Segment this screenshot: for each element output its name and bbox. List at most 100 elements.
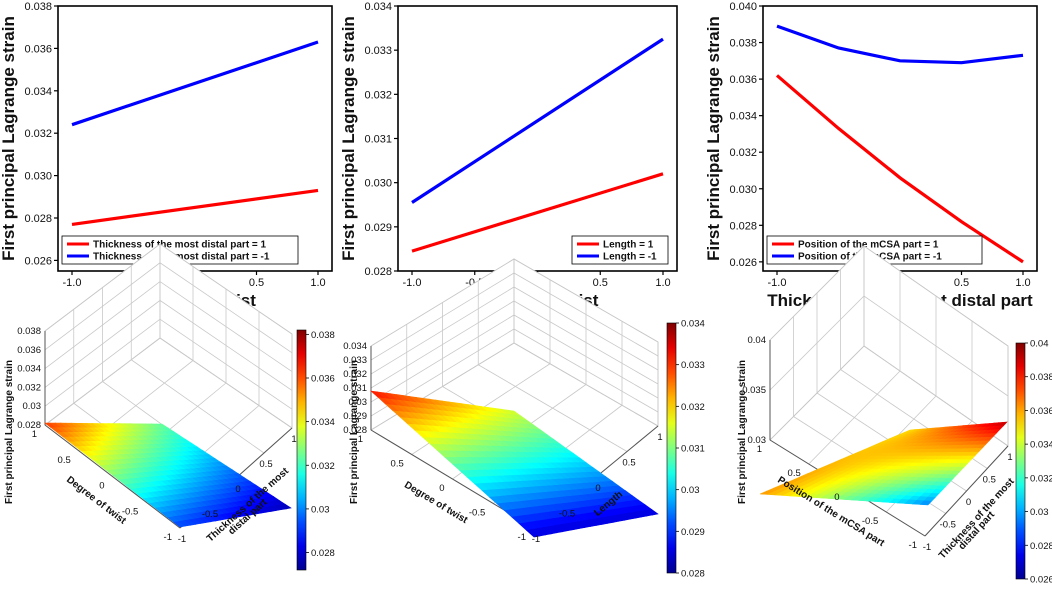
surface [759,421,1008,506]
x-tick-label: -0.5 [862,516,878,527]
y-tick-label: -1 [923,542,931,553]
z-tick-label: 0.029 [343,411,367,422]
floor-grid-line [478,364,628,452]
colorbar-tick-label: 0.032 [681,402,705,413]
surface-cell [525,529,541,538]
y-tick-label: 0.040 [729,1,757,13]
y-tick-label: 0.038 [24,1,52,13]
x-tick-label: -0.5 [122,506,138,517]
z-tick-label: 0.034 [343,341,367,352]
colorbar-tick-label: 0.029 [681,527,705,538]
legend-entry: Thickness of the most distal part = 1 [93,240,267,251]
y-axis-label: First principal Lagrange strain [339,16,358,261]
colorbar: 0.038 0.036 0.034 0.032 0.03 0.028 [296,329,335,571]
colorbar-tick-label: 0.03 [1030,507,1049,518]
y-tick-label: 0.032 [24,128,52,140]
colorbar-tick-label: 0.028 [681,569,705,580]
series-line-2 [71,40,319,127]
y-tick-label: -0.5 [202,509,218,520]
colorbar-tick-label: 0.036 [311,374,335,385]
y-tick-label: -1 [532,534,540,545]
surface-chart-bottom-left: 0.028 0.03 0.032 0.034 0.036 0.038 1 0.5 0 -0.5 -1… [4,243,335,571]
x-tick-label: 1.0 [310,277,325,289]
legend-entry: Thickness of the most distal part = -1 [93,252,270,263]
y-tick-label: 0.5 [622,458,635,469]
floor-grid-line [370,342,515,431]
y-tick-label: 0.030 [364,178,392,190]
z-axis-label: First principal Lagrange strain [349,360,360,504]
z-tick-label: 0.031 [343,383,367,394]
colorbar-tick-label: 0.028 [1030,541,1052,552]
x-tick-label: 1.0 [655,277,670,289]
colorbar-tick-label: 0.034 [1030,440,1052,451]
x-tick-label: 0 [834,492,839,503]
z-tick-label: 0.03 [748,435,767,446]
z-tick-label: 0.032 [343,369,367,380]
y-tick-label: 0 [595,483,600,494]
z-tick-label: 0.038 [17,326,41,337]
series-line-1 [411,172,664,253]
x-tick-label: -0.5 [469,508,485,519]
y-tick-label: 1 [291,434,296,445]
z-tick-label: 0.03 [349,397,368,408]
colorbar-tick-label: 0.026 [1030,575,1052,586]
line-chart-top-right: -1.0-0.50.00.51.00.0260.0280.0300.0320.0… [704,1,1038,310]
colorbar-tick-label: 0.034 [681,319,705,330]
y-tick-label: 0.032 [364,89,392,101]
colorbar-tick-label: 0.034 [311,417,335,428]
colorbar-tick-label: 0.033 [681,360,705,371]
floor-grid-line [808,370,901,465]
y-tick-label: 0.032 [729,147,757,159]
y-tick-label: 0.028 [24,213,52,225]
y-tick-label: 0.036 [729,74,757,86]
plot-frame [57,5,333,272]
series-line-2 [776,24,1024,65]
colorbar-gradient [666,322,677,574]
x-tick-label: 1 [358,434,363,445]
colorbar-tick-label: 0.032 [311,461,335,472]
x-tick-label: 0 [99,481,104,492]
surface [44,422,292,528]
colorbar-tick-label: 0.028 [311,548,335,559]
series-line-2 [411,37,664,204]
surface-cell [919,500,933,506]
y-tick-label: 0.034 [24,86,52,98]
y-tick-label: 0.026 [729,257,757,269]
colorbar-tick-label: 0.03 [311,504,330,515]
legend-entry: Length = 1 [603,240,654,251]
colorbar-tick-label: 0.031 [681,444,705,455]
z-tick-label: 0.028 [17,420,41,431]
y-tick-label: -1 [178,534,186,545]
x-axis-label: Degree of twist [64,474,128,527]
colorbar-tick-label: 0.036 [1030,406,1052,417]
floor-grid-line [131,359,265,454]
colorbar-gradient [296,329,307,571]
x-tick-label: -1.0 [403,277,422,289]
y-tick-label: 0 [966,497,971,508]
colorbar-gradient [1015,342,1026,580]
y-tick-label: 0.033 [364,45,392,57]
y-tick-label: 1 [657,432,662,443]
z-tick-label: 0.032 [17,382,41,393]
surface [370,390,659,538]
y-tick-label: 0.030 [24,171,52,183]
z-axis-label: First principal Lagrange strain [737,360,748,504]
x-tick-label: 0.5 [391,459,404,470]
z-tick-label: 0.04 [748,335,767,346]
y-axis-label: First principal Lagrange strain [0,16,18,261]
y-tick-label: 0.030 [729,184,757,196]
colorbar: 0.034 0.033 0.032 0.031 0.03 0.029 0.028 [666,319,705,580]
x-tick-label: 0.5 [593,277,608,289]
y-tick-label: 0.5 [983,475,996,486]
colorbar-tick-label: 0.038 [311,330,335,341]
floor-edge-left [44,424,181,529]
z-axis-label: First principal Lagrange strain [4,360,15,504]
x-tick-label: 1 [32,429,37,440]
y-tick-label: -0.5 [559,509,575,520]
z-tick-label: 0.028 [343,425,367,436]
y-tick-label: 0.034 [729,111,757,123]
x-tick-label: -1.0 [63,277,82,289]
plot-frame [762,5,1038,272]
